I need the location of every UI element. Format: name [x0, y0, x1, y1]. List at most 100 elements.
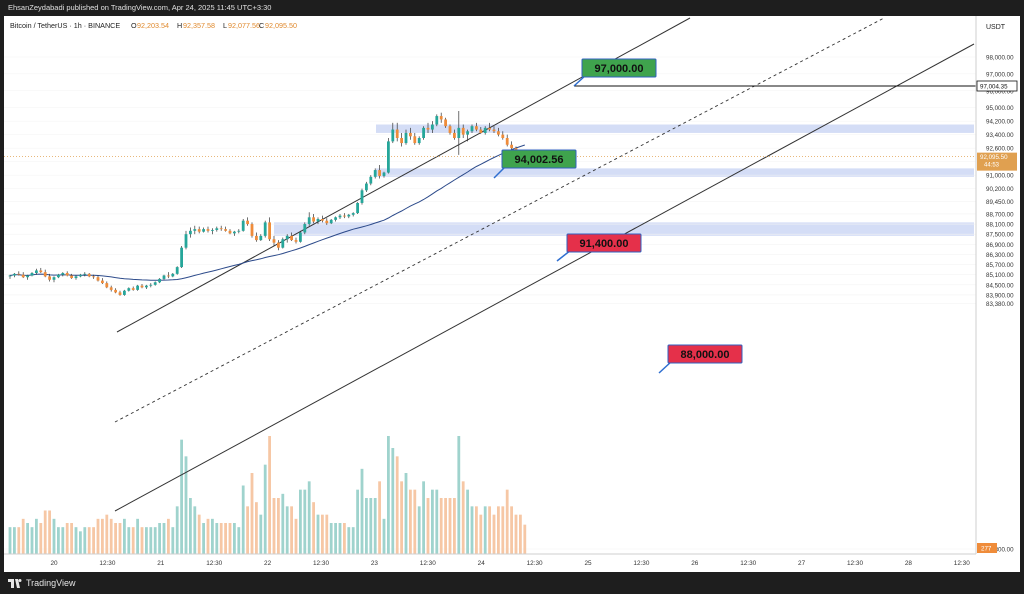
volume-bar — [470, 506, 474, 554]
candle-body — [61, 273, 65, 275]
volume-bar — [347, 527, 351, 554]
volume-bar — [409, 489, 412, 554]
y-tick-label: 98,000.00 — [986, 55, 1014, 62]
candle-body — [294, 240, 298, 242]
candle-body — [26, 275, 29, 278]
volume-bar — [312, 502, 315, 554]
close-value: 92,095.50 — [265, 21, 297, 30]
volume-bar — [435, 489, 439, 554]
y-tick-label: 93,400.00 — [986, 132, 1014, 139]
volume-bar — [105, 514, 109, 554]
chart-frame[interactable]: 97,000.00 94,002.56 91,400.00 88,000.00 Bit… — [4, 16, 1020, 572]
y-tick-label: 83,380.00 — [986, 301, 1014, 308]
candle-body — [215, 228, 219, 230]
volume-bar — [391, 448, 395, 554]
candle-body — [391, 129, 395, 142]
candle-body — [233, 231, 236, 234]
support-resistance-zone — [376, 168, 974, 177]
candle-body — [96, 277, 100, 281]
volume-bar — [395, 456, 399, 554]
candle-body — [360, 190, 364, 203]
price-callout-box[interactable] — [667, 344, 743, 364]
volume-bar — [61, 527, 65, 554]
candle-body — [140, 285, 144, 288]
y-tick-label: 95,000.00 — [986, 105, 1014, 112]
volume-bar — [356, 489, 359, 554]
y-tick-label: 92,600.00 — [986, 146, 1014, 153]
symbol-title[interactable]: Bitcoin / TetherUS · 1h · BINANCE — [10, 21, 120, 30]
candle-body — [470, 126, 474, 132]
price-callout-box[interactable] — [566, 233, 642, 253]
candle-body — [453, 132, 456, 138]
volume-bar — [211, 518, 214, 554]
volume-bar — [79, 531, 82, 554]
x-tick-label: 12:30 — [313, 560, 329, 567]
y-tick-label: 88,100.00 — [986, 222, 1014, 229]
volume-bar — [492, 514, 496, 554]
volume-bar — [404, 473, 408, 554]
x-tick-label: 12:30 — [99, 560, 115, 567]
y-tick-label: 85,700.00 — [986, 262, 1014, 269]
candle-body — [338, 215, 342, 218]
volume-bar — [514, 514, 518, 554]
candle-body — [285, 235, 289, 240]
volume-bar — [233, 523, 236, 554]
volume-bar — [175, 506, 179, 554]
candle-body — [501, 134, 505, 138]
candle-body — [211, 229, 214, 231]
candle-body — [241, 220, 245, 231]
volume-bar — [65, 523, 69, 554]
volume-bar — [290, 506, 293, 554]
volume-bar — [277, 498, 280, 554]
candle-body — [17, 273, 21, 275]
candle-body — [448, 126, 452, 133]
volume-bar — [189, 498, 192, 554]
volume-bar — [96, 518, 100, 554]
low-value: 92,077.56 — [228, 21, 260, 30]
candle-body — [457, 127, 461, 138]
candle-body — [277, 242, 280, 248]
volume-bar — [343, 523, 346, 554]
candle-body — [290, 235, 293, 241]
candle-body — [105, 283, 109, 288]
candle-body — [466, 131, 469, 135]
volume-bar — [52, 518, 56, 554]
currency-label: USDT — [986, 24, 1006, 31]
price-callout-box[interactable] — [501, 149, 577, 169]
price-chart[interactable]: 97,000.00 94,002.56 91,400.00 88,000.00 Bit… — [4, 16, 1020, 572]
time-axis: 20 12:30 21 12:30 22 12:30 23 12:30 24 12:30 25 12:… — [50, 560, 970, 567]
tradingview-logo[interactable]: TradingView — [8, 578, 76, 588]
volume-bar — [365, 498, 368, 554]
price-callout-box[interactable] — [581, 58, 657, 78]
volume-bar — [351, 527, 355, 554]
volume-bar — [417, 506, 421, 554]
candle-body — [118, 292, 122, 295]
volume-bar — [501, 506, 505, 554]
candle-body — [281, 239, 285, 248]
candle-body — [334, 217, 337, 220]
candle-body — [39, 270, 43, 273]
price-axis: 98,000.00 97,000.00 96,000.00 95,000.00 94,2… — [986, 55, 1014, 554]
volume-bar — [321, 514, 324, 554]
volume-bar — [466, 489, 469, 554]
candle-body — [228, 230, 232, 234]
volume-bar — [475, 506, 478, 554]
candle-body — [356, 202, 359, 214]
volume-bar — [206, 518, 210, 554]
price-callout-label: 91,400.00 — [580, 238, 629, 250]
close-label: C — [259, 21, 264, 30]
volume-bar — [215, 523, 219, 554]
open-value: 92,203.54 — [137, 21, 169, 30]
candle-body — [422, 127, 425, 138]
candle-body — [483, 127, 487, 133]
candle-body — [351, 213, 355, 215]
zones-layer — [274, 124, 974, 236]
volume-bar — [57, 527, 60, 554]
candle-body — [30, 273, 34, 276]
candle-body — [158, 278, 161, 283]
volume-bar — [13, 527, 16, 554]
candle-body — [131, 288, 135, 290]
open-label: O — [131, 21, 137, 30]
candle-body — [255, 235, 258, 241]
high-value: 92,357.58 — [183, 21, 215, 30]
